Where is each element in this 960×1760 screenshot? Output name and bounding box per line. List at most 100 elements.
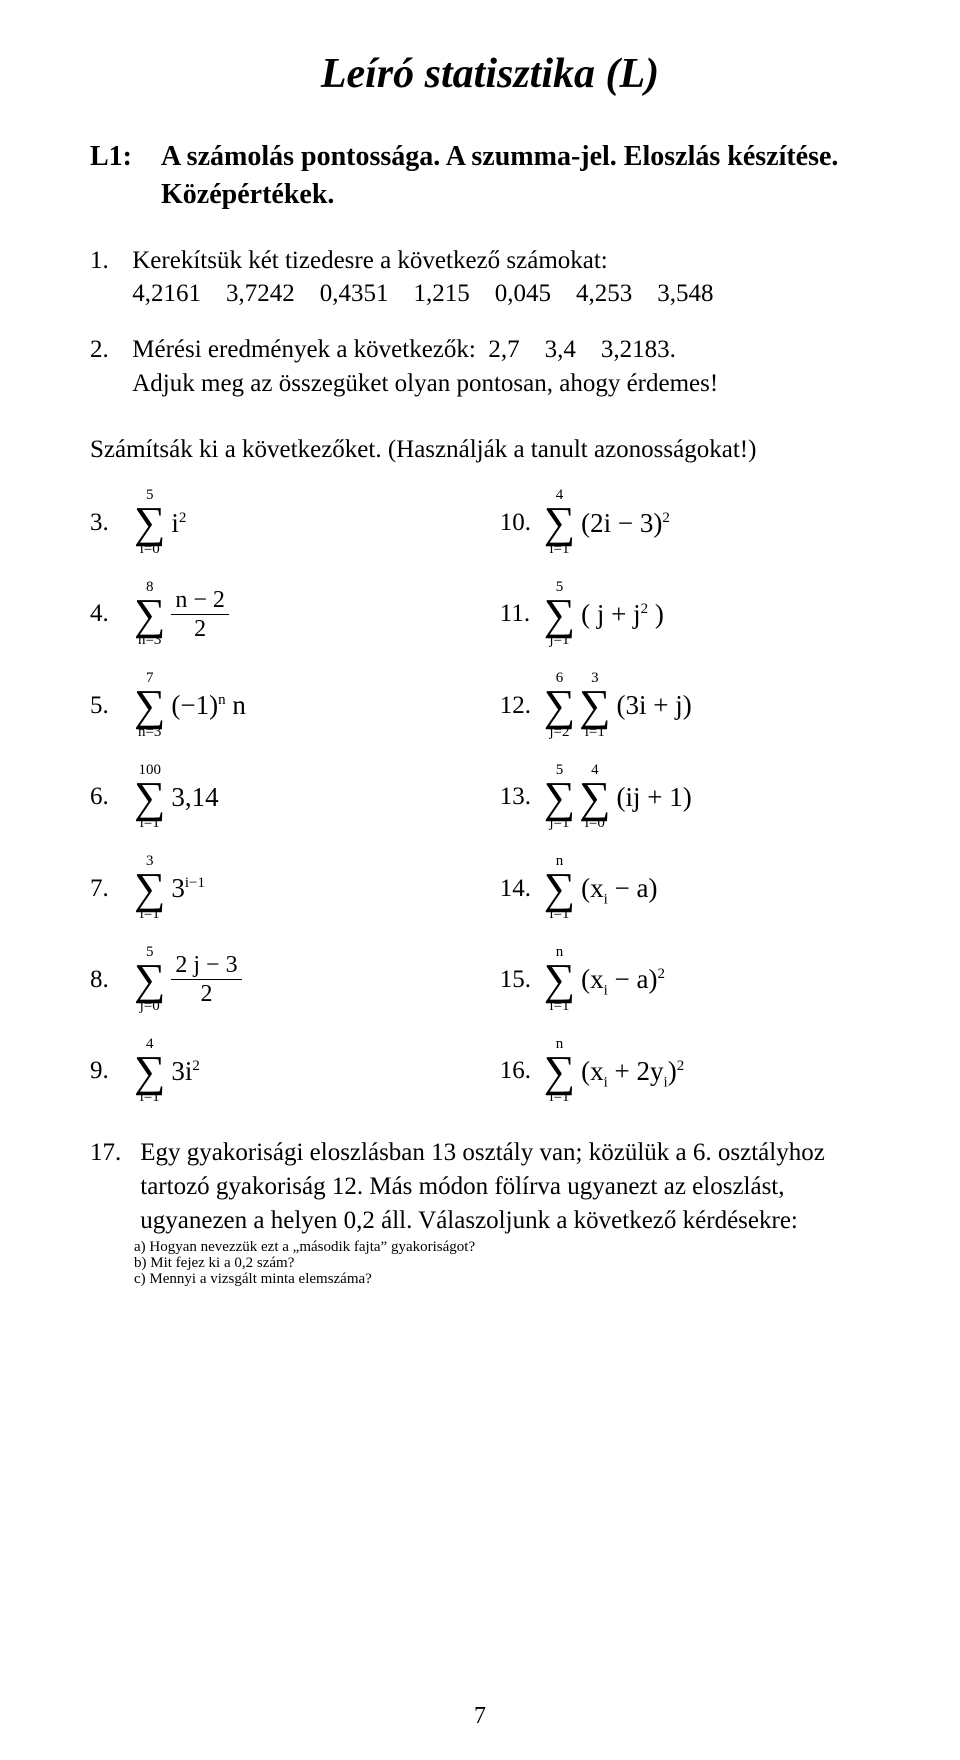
summation: n ∑ i=1 (xi + 2yi)2 [544,1037,684,1106]
math-item-4: 4. 8 ∑ n=3 n − 2 2 [90,580,500,649]
fraction-denominator: 2 [196,980,216,1006]
summation: 100 ∑ i=1 3,14 [134,763,219,832]
item-number: 8. [90,966,134,994]
item-number: 5. [90,692,134,720]
math-grid: 3. 5 ∑ i=0 i2 10. 4 ∑ i=1 [90,488,890,1106]
item-number: 11. [500,600,544,628]
fraction-numerator: 2 j − 3 [171,953,241,980]
fraction-denominator: 2 [190,615,210,641]
sigma-icon: ∑ [134,687,165,724]
section-heading-text: A számolás pontossága. A szumma-jel. Elo… [161,138,861,214]
item-number: 4. [90,600,134,628]
sigma-icon: ∑ [544,504,575,541]
math-item-3: 3. 5 ∑ i=0 i2 [90,488,500,557]
math-item-7: 7. 3 ∑ i=1 3i−1 [90,854,500,923]
item-number: 6. [90,783,134,811]
line: Kerekítsük két tizedesre a következő szá… [132,247,608,274]
item-number: 7. [90,875,134,903]
sigma-icon: ∑ [579,779,610,816]
math-row: 9. 4 ∑ i=1 3i2 16. n ∑ i=1 [90,1037,890,1106]
math-row: 8. 5 ∑ j=0 2 j − 3 2 15. [90,945,890,1014]
math-item-9: 9. 4 ∑ i=1 3i2 [90,1037,500,1106]
question-number: 17. [90,1136,134,1170]
summation: 5 ∑ i=0 i2 [134,488,186,557]
sigma-icon: ∑ [579,687,610,724]
item-number: 9. [90,1057,134,1085]
math-row: 3. 5 ∑ i=0 i2 10. 4 ∑ i=1 [90,488,890,557]
sum-lower: i=1 [549,1090,569,1106]
sum-body: 3i−1 [169,873,205,904]
sum-lower: i=0 [585,816,605,832]
page-title: Leíró statisztika (L) [90,50,890,98]
sum-body: (−1)n n [169,690,245,721]
sum-lower: n=3 [138,725,161,741]
sigma-icon: ∑ [134,596,165,633]
sum-body: (3i + j) [615,690,692,721]
sigma-icon: ∑ [544,870,575,907]
sum-lower: j=1 [549,633,569,649]
summation: 3 ∑ i=1 3i−1 [134,854,205,923]
line: Adjuk meg az összegüket olyan pontosan, … [132,370,718,397]
instructions: Számítsák ki a következőket. (Használják… [90,433,890,467]
item-number: 3. [90,509,134,537]
page-number: 7 [0,1703,960,1730]
page: Leíró statisztika (L) L1: A számolás pon… [0,0,960,1760]
summation: 7 ∑ n=3 (−1)n n [134,671,246,740]
sum-body: 3,14 [169,782,218,813]
sigma-icon: ∑ [544,961,575,998]
fraction: n − 2 2 [171,588,229,641]
math-item-14: 14. n ∑ i=1 (xi − a) [500,854,890,923]
sum-body: 3i2 [169,1056,200,1087]
sum-lower: i=1 [549,907,569,923]
sigma-icon: ∑ [134,870,165,907]
line: 4,2161 3,7242 0,4351 1,215 0,045 4,253 3… [132,280,713,307]
sum-lower: i=1 [549,999,569,1015]
item-number: 12. [500,692,544,720]
math-row: 4. 8 ∑ n=3 n − 2 2 11. [90,580,890,649]
sum-body: (2i − 3)2 [579,508,670,539]
section-label: L1: [90,138,154,176]
question-17: 17. Egy gyakorisági eloszlásban 13 osztá… [90,1136,890,1285]
question-17c: c) Mennyi a vizsgált minta elemszáma? [134,1269,890,1285]
math-row: 6. 100 ∑ i=1 3,14 13. 5 ∑ j=1 [90,763,890,832]
math-item-10: 10. 4 ∑ i=1 (2i − 3)2 [500,488,890,557]
sigma-icon: ∑ [544,779,575,816]
item-number: 13. [500,783,544,811]
sigma-icon: ∑ [544,596,575,633]
summation: 8 ∑ n=3 n − 2 2 [134,580,229,649]
section-heading: L1: A számolás pontossága. A szumma-jel.… [90,138,890,214]
math-item-11: 11. 5 ∑ j=1 ( j + j2 ) [500,580,890,649]
sum-lower: i=1 [140,816,160,832]
question-17a: a) Hogyan nevezzük ezt a „második fajta”… [134,1237,890,1253]
item-number: 16. [500,1057,544,1085]
sum-lower: i=0 [140,542,160,558]
math-item-16: 16. n ∑ i=1 (xi + 2yi)2 [500,1037,890,1106]
fraction-numerator: n − 2 [171,588,229,615]
sum-lower: j=0 [140,999,160,1015]
question-17b: b) Mit fejez ki a 0,2 szám? [134,1253,890,1269]
question-number: 2. [90,333,126,367]
item-number: 15. [500,966,544,994]
double-summation: 5 ∑ j=1 4 ∑ i=0 (ij + 1) [544,763,692,832]
question-text: Egy gyakorisági eloszlásban 13 osztály v… [140,1136,880,1237]
sigma-icon: ∑ [544,1053,575,1090]
sum-lower: i=1 [585,725,605,741]
sum-body: 2 j − 3 2 [169,953,241,1006]
sum-lower: i=1 [140,1090,160,1106]
question-number: 1. [90,244,126,278]
sum-body: n − 2 2 [169,588,229,641]
question-1: 1. Kerekítsük két tizedesre a következő … [90,244,890,312]
sigma-icon: ∑ [134,961,165,998]
sum-lower: j=1 [549,816,569,832]
sum-lower: i=1 [549,542,569,558]
sigma-icon: ∑ [134,504,165,541]
question-2: 2. Mérési eredmények a következők: 2,7 3… [90,333,890,401]
question-text: Mérési eredmények a következők: 2,7 3,4 … [132,333,872,401]
math-item-12: 12. 6 ∑ j=2 3 ∑ i=1 (3i + j) [500,671,890,740]
summation: 5 ∑ j=1 ( j + j2 ) [544,580,664,649]
item-number: 10. [500,509,544,537]
math-item-8: 8. 5 ∑ j=0 2 j − 3 2 [90,945,500,1014]
sum-body: (xi − a) [579,873,657,904]
sum-body: ( j + j2 ) [579,599,664,630]
sum-body: (ij + 1) [615,782,692,813]
